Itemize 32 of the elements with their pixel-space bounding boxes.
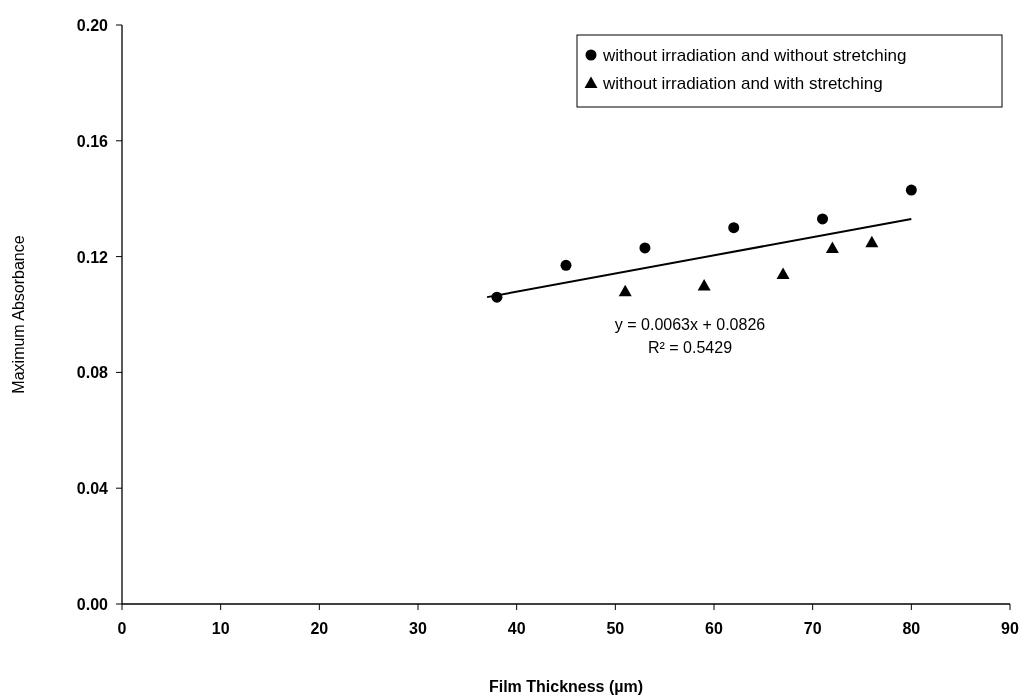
x-tick-label: 30 [409,620,427,637]
annotation: y = 0.0063x + 0.0826 [614,316,766,333]
x-tick-label: 0 [117,620,127,637]
legend-label: without irradiation and without stretching [602,46,907,65]
point [817,213,829,225]
y-tick-label: 0.00 [76,596,109,613]
y-tick-label: 0.08 [76,364,109,382]
point [776,267,790,279]
point [618,284,632,297]
x-tick-label: 70 [803,620,822,637]
y-tick-label: 0.20 [76,17,109,34]
point [697,279,711,291]
point [728,222,740,234]
x-tick-label: 20 [310,620,329,637]
x-tick-label: 60 [705,620,723,637]
y-tick-label: 0.16 [76,132,109,150]
point [905,184,917,196]
x-tick-label: 50 [606,620,625,637]
y-tick-label: 0.12 [76,248,109,266]
x-tick-label: 10 [211,620,230,637]
x-tick-label: 80 [902,620,921,637]
point [560,259,572,271]
x-tick-label: 90 [1001,620,1019,637]
legend-label: without irradiation and with stretching [602,74,883,93]
y-axis-title: Maximum Absorbance [10,235,27,394]
annotation: R² = 0.5429 [647,339,733,356]
x-tick-label: 40 [507,620,526,637]
y-tick-label: 0.04 [76,480,109,498]
point [865,235,879,248]
point [639,242,651,254]
x-axis-title: Film Thickness (µm) [488,678,644,695]
point [825,241,839,253]
